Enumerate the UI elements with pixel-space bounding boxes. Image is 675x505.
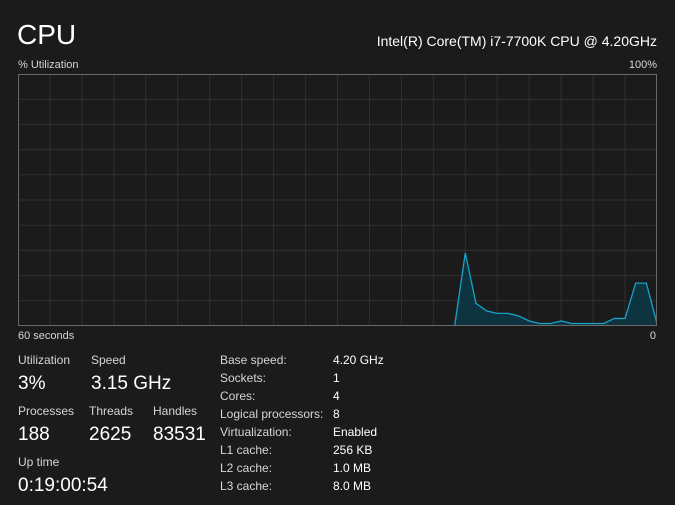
threads-label: Threads <box>89 404 134 418</box>
graph-x-min-label: 0 <box>649 330 656 342</box>
spec-key-sockets: Sockets: <box>220 371 267 385</box>
spec-key-cores: Cores: <box>220 389 256 403</box>
graph-y-axis-label: % Utilization <box>18 59 79 71</box>
spec-key-l1-cache: L1 cache: <box>220 443 273 457</box>
handles-value: 83531 <box>153 424 206 445</box>
speed-value: 3.15 GHz <box>91 373 172 394</box>
handles-label: Handles <box>153 404 198 418</box>
cpu-utilization-graph <box>18 74 657 326</box>
spec-value-l2-cache: 1.0 MB <box>333 461 372 475</box>
spec-value-virtualization: Enabled <box>333 425 378 439</box>
graph-grid <box>18 74 657 326</box>
uptime-label: Up time <box>18 455 60 469</box>
graph-y-max-label: 100% <box>628 59 657 71</box>
spec-value-l1-cache: 256 KB <box>333 443 373 457</box>
graph-border <box>18 74 657 326</box>
utilization-line <box>454 252 657 326</box>
uptime-value: 0:19:00:54 <box>18 475 108 496</box>
cpu-model-name: Intel(R) Core(TM) i7-7700K CPU @ 4.20GHz <box>376 33 657 49</box>
spec-key-virtualization: Virtualization: <box>220 425 292 439</box>
spec-value-l3-cache: 8.0 MB <box>333 479 372 493</box>
utilization-label: Utilization <box>18 353 71 367</box>
processes-value: 188 <box>18 424 50 445</box>
spec-key-l2-cache: L2 cache: <box>220 461 273 475</box>
spec-key-base-speed: Base speed: <box>220 353 287 367</box>
utilization-value: 3% <box>18 373 46 394</box>
graph-x-axis-label: 60 seconds <box>18 330 75 342</box>
threads-value: 2625 <box>89 424 132 445</box>
spec-value-logical-processors: 8 <box>333 407 340 421</box>
spec-value-sockets: 1 <box>333 371 340 385</box>
graph-series <box>454 252 657 326</box>
speed-label: Speed <box>91 353 126 367</box>
spec-key-l3-cache: L3 cache: <box>220 479 273 493</box>
page-title: CPU <box>17 19 77 50</box>
spec-key-logical-processors: Logical processors: <box>220 407 324 421</box>
utilization-area-fill <box>454 252 657 326</box>
spec-value-base-speed: 4.20 GHz <box>333 353 384 367</box>
spec-value-cores: 4 <box>333 389 340 403</box>
processes-label: Processes <box>18 404 75 418</box>
